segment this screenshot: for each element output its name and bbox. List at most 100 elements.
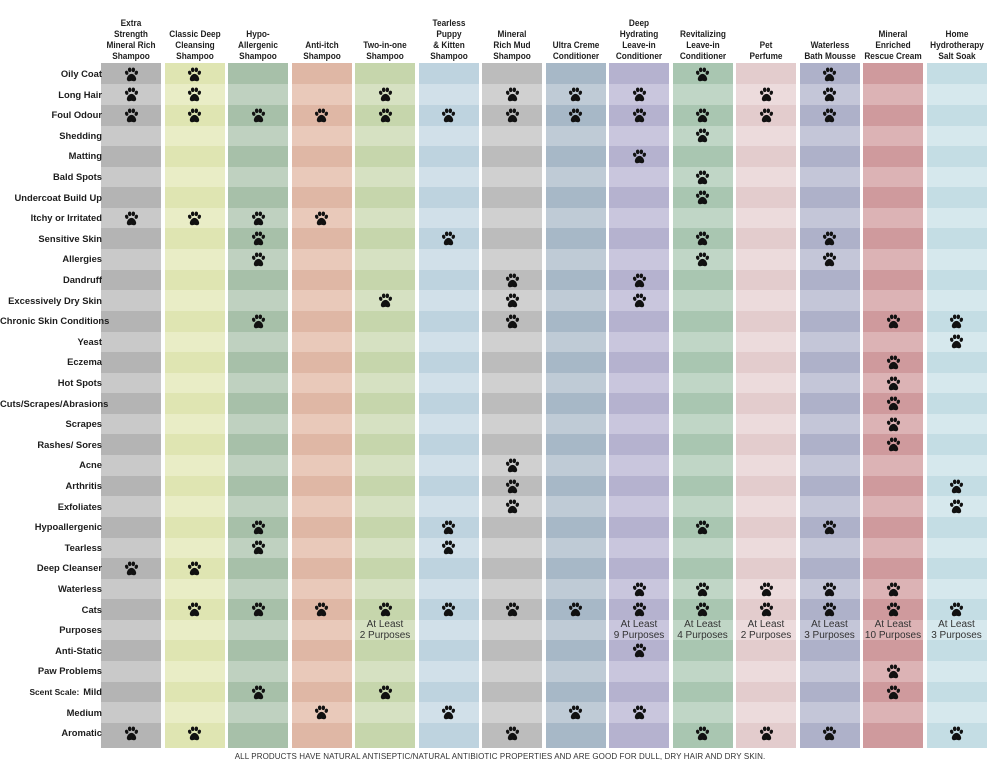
row-stripe — [291, 372, 352, 394]
row-stripe — [101, 578, 161, 600]
column-band-c8 — [545, 63, 606, 748]
row-stripe — [609, 249, 669, 270]
paw-print-icon — [186, 601, 203, 618]
column-band-c5 — [355, 63, 415, 748]
row-stripe — [101, 496, 161, 517]
row-stripe — [799, 661, 860, 682]
row-label-text: Purposes — [59, 624, 102, 636]
row-stripe — [482, 702, 542, 723]
row-label: Itchy or Irritated — [0, 212, 102, 223]
row-stripe — [545, 496, 606, 517]
paw-print-icon — [885, 354, 902, 371]
column-header-line: Extra — [120, 18, 142, 29]
row-label: Paw Problems — [0, 665, 102, 676]
paw-print-icon — [250, 210, 267, 227]
row-stripe — [355, 125, 415, 147]
paw-print-icon — [186, 107, 203, 124]
row-stripe — [545, 537, 606, 559]
row-stripe — [228, 702, 288, 723]
paw-print-icon — [948, 478, 965, 495]
row-label: Bald Spots — [0, 171, 102, 182]
paw-print-icon — [631, 292, 648, 309]
row-stripe — [609, 207, 669, 229]
row-label: Matting — [0, 150, 102, 161]
column-band-c9 — [609, 63, 669, 748]
row-stripe — [228, 619, 288, 641]
row-stripe — [545, 166, 606, 188]
row-label-text: Bald Spots — [53, 171, 102, 182]
paw-print-icon — [123, 107, 140, 124]
row-stripe — [482, 207, 542, 229]
row-label-text: Exfoliates — [57, 500, 102, 512]
row-stripe — [291, 413, 352, 435]
purposes-line: 10 Purposes — [864, 629, 922, 641]
row-stripe — [418, 496, 479, 517]
column-header-line: Rich Mud — [493, 40, 531, 51]
row-stripe — [672, 661, 733, 682]
paw-print-icon — [821, 86, 838, 103]
column-band-c6 — [418, 63, 479, 748]
row-label-text: Chronic Skin Conditions — [0, 315, 110, 327]
paw-print-icon — [694, 519, 711, 536]
row-stripe — [672, 84, 733, 105]
row-label-text: Eczema — [67, 356, 102, 368]
paw-print-icon — [758, 86, 775, 103]
column-header-line: Shampoo — [175, 51, 214, 62]
paw-print-icon — [631, 581, 648, 598]
row-label: Foul Odour — [0, 109, 102, 120]
row-label-text: Sensitive Skin — [38, 232, 102, 244]
purposes-count-text: At Least 4 Purposes — [669, 620, 737, 641]
row-label: Yeast — [0, 336, 103, 347]
row-stripe — [164, 537, 225, 559]
column-header-line: Rescue Cream — [864, 51, 922, 62]
paw-print-icon — [694, 230, 711, 247]
row-stripe — [736, 496, 796, 517]
paw-print-icon — [694, 127, 711, 144]
column-header-c2: Classic Deep Cleansing Shampoo — [164, 6, 226, 62]
row-label-text: Acne — [79, 459, 102, 471]
row-stripe — [291, 290, 352, 311]
row-stripe — [418, 166, 479, 188]
row-label-text: Itchy or Irritated — [30, 212, 102, 224]
paw-print-icon — [885, 395, 902, 412]
row-stripe — [164, 578, 225, 600]
paw-print-icon — [440, 539, 457, 556]
row-stripe — [799, 331, 860, 353]
paw-print-icon — [694, 189, 711, 206]
row-stripe — [609, 166, 669, 188]
row-label: Acne — [0, 459, 102, 470]
row-label: Anti-Static — [0, 645, 102, 656]
column-header-line: Deep — [628, 18, 650, 29]
paw-print-icon — [440, 704, 457, 721]
column-header-line: Hydrating — [619, 29, 659, 40]
row-label: Hypoallergenic — [0, 521, 102, 532]
row-label: Medium — [0, 707, 102, 718]
row-stripe — [101, 413, 161, 435]
row-stripe — [482, 413, 542, 435]
column-header-c8: Ultra Creme Conditioner — [545, 6, 607, 62]
row-stripe — [545, 249, 606, 270]
row-stripe — [164, 331, 225, 353]
paw-print-icon — [250, 684, 267, 701]
column-band-c11 — [736, 63, 796, 748]
row-stripe — [799, 413, 860, 435]
row-stripe — [672, 537, 733, 559]
row-stripe — [545, 455, 606, 476]
row-stripe — [355, 661, 415, 682]
row-stripe — [228, 166, 288, 188]
row-stripe — [291, 249, 352, 270]
paw-print-icon — [821, 519, 838, 536]
row-stripe — [926, 578, 987, 600]
row-stripe — [482, 125, 542, 147]
paw-print-icon — [885, 375, 902, 392]
paw-print-icon — [821, 107, 838, 124]
row-stripe — [482, 331, 542, 353]
paw-print-icon — [885, 663, 902, 680]
column-header-line: Tearless — [432, 18, 465, 29]
paw-print-icon — [186, 560, 203, 577]
row-label: Cuts/Scrapes/Abrasions — [0, 398, 108, 409]
purposes-line: At Least — [874, 619, 912, 631]
row-stripe — [926, 207, 987, 229]
column-header-line: Hydrotherapy — [929, 40, 984, 51]
column-header-c6: Tearless Puppy & Kitten Shampoo — [418, 6, 480, 62]
